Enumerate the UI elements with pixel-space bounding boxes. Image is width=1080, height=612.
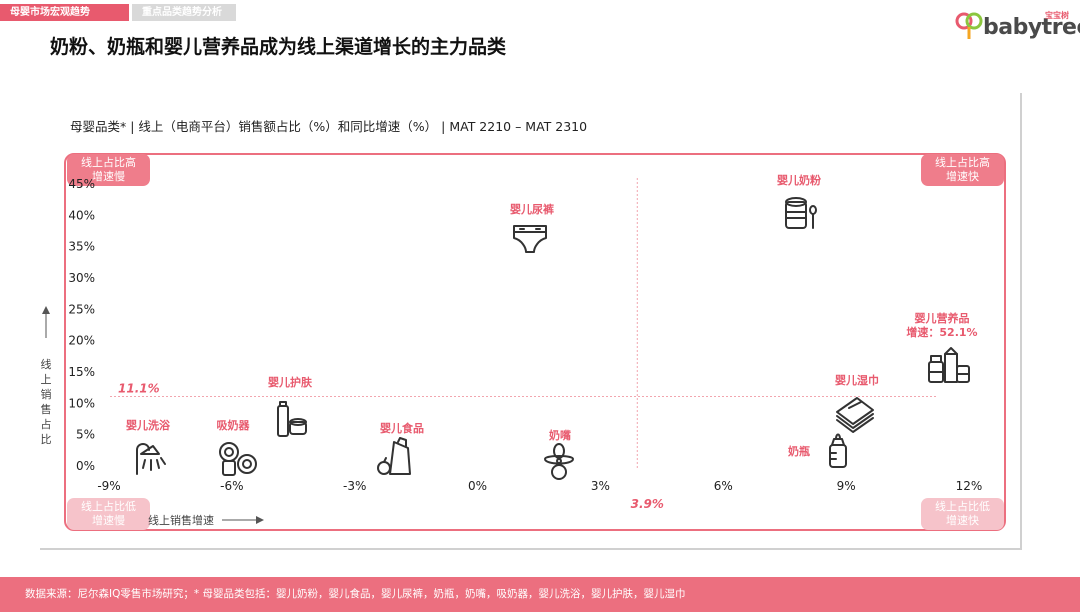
quadrant-frame bbox=[64, 153, 1006, 531]
diaper-icon bbox=[513, 225, 547, 253]
data-point: 婴儿湿巾 bbox=[835, 373, 879, 433]
reference-line-x-label: 3.9% bbox=[631, 497, 664, 511]
data-point-label: 婴儿营养品 bbox=[915, 311, 970, 325]
data-point-note: 增速：52.1% bbox=[906, 325, 977, 339]
y-tick-label: 35% bbox=[68, 240, 95, 254]
corner-label-bottom-left: 线上占比低 增速慢 bbox=[67, 498, 150, 530]
y-tick-label: 15% bbox=[68, 365, 95, 379]
data-point-label: 婴儿护肤 bbox=[268, 375, 313, 389]
data-point: 奶瓶 bbox=[788, 433, 847, 468]
logo-wordmark: babytree bbox=[983, 15, 1080, 40]
corner-label-bottom-right: 线上占比低 增速快 bbox=[921, 498, 1004, 530]
corner-label-top-left: 线上占比高 增速慢 bbox=[67, 154, 150, 186]
tab-category-trend-analysis[interactable]: 重点品类趋势分析 bbox=[132, 4, 236, 21]
shower-icon bbox=[136, 443, 166, 475]
data-point: 吸奶器 bbox=[217, 418, 257, 476]
breast-pump-icon bbox=[219, 442, 257, 476]
y-tick-label: 10% bbox=[68, 396, 95, 410]
data-point-label: 奶瓶 bbox=[788, 444, 810, 458]
data-point: 奶嘴 bbox=[544, 428, 574, 480]
y-axis-arrowhead bbox=[42, 306, 50, 314]
y-tick-label: 20% bbox=[68, 334, 95, 348]
y-axis-label: 线上销售占比 bbox=[41, 357, 52, 446]
nutrition-products-icon bbox=[928, 347, 970, 383]
pacifier-icon bbox=[544, 443, 574, 480]
x-axis-label: 线上销售增速 bbox=[148, 513, 214, 527]
data-point: 婴儿奶粉 bbox=[777, 173, 821, 229]
x-tick-label: 0% bbox=[468, 479, 487, 493]
y-tick-label: 25% bbox=[68, 302, 95, 316]
baby-food-icon bbox=[377, 437, 411, 475]
x-axis-arrowhead bbox=[256, 516, 264, 524]
x-tick-label: 9% bbox=[837, 479, 856, 493]
data-point-label: 婴儿尿裤 bbox=[510, 202, 554, 216]
reference-line-y-label: 11.1% bbox=[118, 381, 160, 395]
data-point-label: 吸奶器 bbox=[217, 418, 251, 432]
skin-care-icon bbox=[277, 401, 307, 437]
y-tick-label: 5% bbox=[76, 428, 95, 442]
data-point: 婴儿护肤 bbox=[268, 375, 313, 437]
y-tick-label: 0% bbox=[76, 459, 95, 473]
data-point-label: 婴儿食品 bbox=[380, 421, 424, 435]
footer-source-note: 数据来源：尼尔森IQ零售市场研究；* 母婴品类包括：婴儿奶粉，婴儿食品，婴儿尿裤… bbox=[0, 577, 1080, 612]
logo-subtext: 宝宝树 bbox=[1045, 11, 1069, 20]
x-tick-label: -9% bbox=[97, 479, 120, 493]
tab-market-macro-trend[interactable]: 母婴市场宏观趋势 bbox=[0, 4, 129, 21]
data-point-label: 婴儿奶粉 bbox=[777, 173, 821, 187]
milk-powder-can-icon bbox=[785, 197, 817, 229]
data-point: 婴儿洗浴 bbox=[126, 418, 171, 475]
data-point-label: 婴儿洗浴 bbox=[126, 418, 171, 432]
babytree-logo-mark bbox=[955, 12, 983, 39]
babytree-logo: babytree 宝宝树 bbox=[953, 8, 1080, 42]
y-tick-label: 45% bbox=[68, 177, 95, 191]
data-point: 婴儿食品 bbox=[377, 421, 424, 475]
data-point-label: 奶嘴 bbox=[549, 428, 571, 442]
data-point-label: 婴儿湿巾 bbox=[835, 373, 879, 387]
x-tick-label: -6% bbox=[220, 479, 243, 493]
x-tick-label: 3% bbox=[591, 479, 610, 493]
page-title: 奶粉、奶瓶和婴儿营养品成为线上渠道增长的主力品类 bbox=[50, 36, 507, 58]
x-tick-label: -3% bbox=[343, 479, 366, 493]
x-tick-label: 6% bbox=[714, 479, 733, 493]
y-tick-label: 30% bbox=[68, 271, 95, 285]
wet-wipes-icon bbox=[836, 397, 874, 433]
y-tick-label: 40% bbox=[68, 208, 95, 222]
corner-label-top-right: 线上占比高 增速快 bbox=[921, 154, 1004, 186]
feeding-bottle-icon bbox=[829, 433, 847, 468]
chart-card bbox=[40, 93, 1022, 550]
chart-subtitle: 母婴品类* | 线上（电商平台）销售额占比（%）和同比增速（%） | MAT 2… bbox=[70, 119, 588, 134]
x-tick-label: 12% bbox=[956, 479, 983, 493]
data-point: 婴儿尿裤 bbox=[510, 202, 554, 253]
